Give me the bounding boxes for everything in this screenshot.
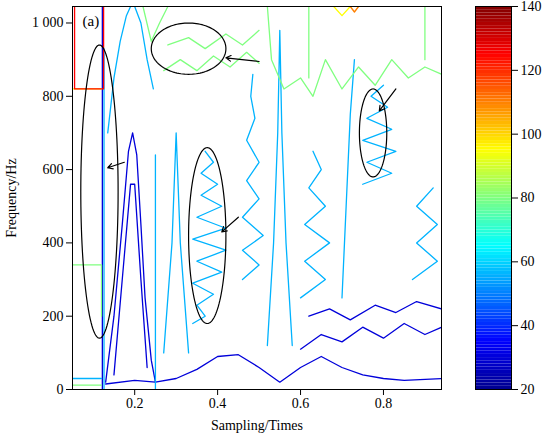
svg-text:20: 20	[521, 382, 535, 397]
svg-text:0.6: 0.6	[292, 396, 310, 411]
svg-text:Sampling/Times: Sampling/Times	[211, 418, 303, 433]
svg-text:40: 40	[521, 318, 535, 333]
svg-text:140: 140	[521, 0, 542, 14]
svg-text:200: 200	[43, 309, 64, 324]
svg-text:400: 400	[43, 235, 64, 250]
svg-text:0.8: 0.8	[375, 396, 393, 411]
svg-text:60: 60	[521, 254, 535, 269]
svg-text:120: 120	[521, 63, 542, 78]
svg-text:(a): (a)	[83, 13, 100, 30]
svg-text:Frequency/Hz: Frequency/Hz	[4, 158, 19, 237]
svg-text:0.4: 0.4	[209, 396, 227, 411]
svg-text:0.2: 0.2	[126, 396, 144, 411]
svg-text:80: 80	[521, 190, 535, 205]
svg-text:1 000: 1 000	[32, 15, 64, 30]
svg-text:0: 0	[57, 382, 64, 397]
svg-text:100: 100	[521, 127, 542, 142]
svg-text:800: 800	[43, 89, 64, 104]
svg-text:600: 600	[43, 162, 64, 177]
